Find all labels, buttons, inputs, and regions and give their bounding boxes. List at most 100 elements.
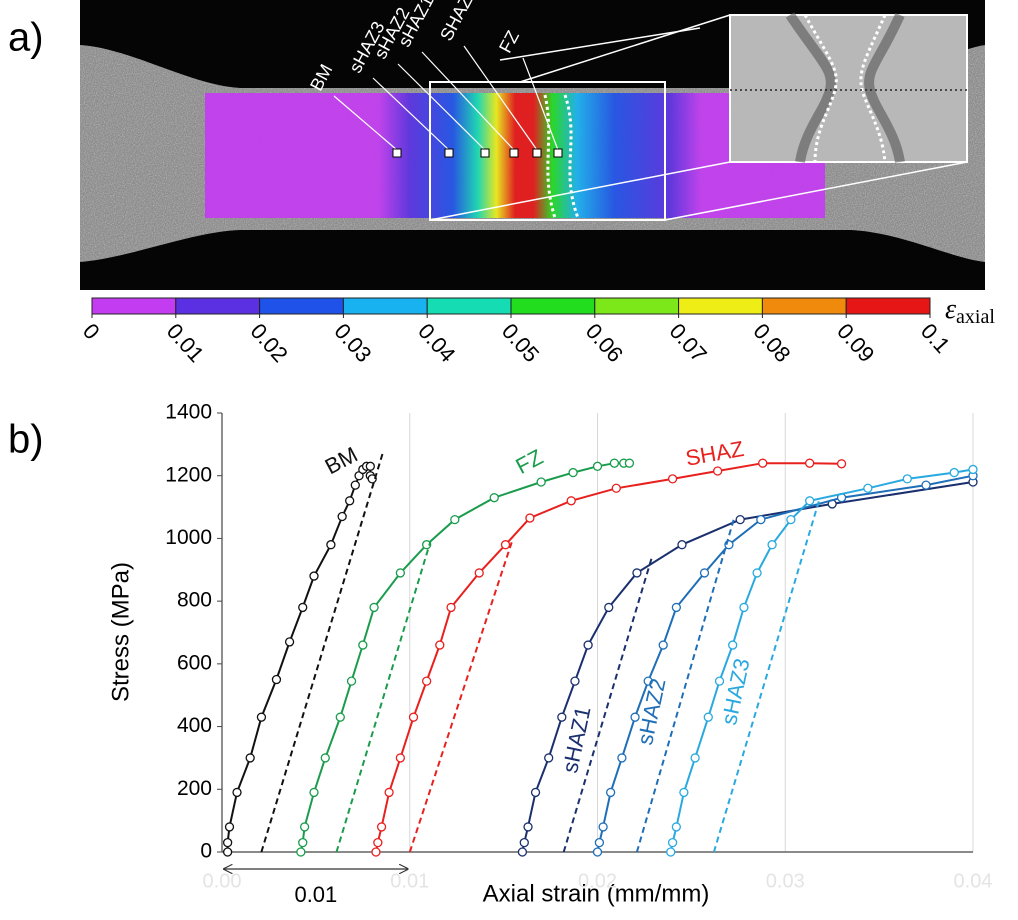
data-point: [902, 474, 912, 484]
data-point: [557, 712, 567, 722]
data-point: [489, 493, 499, 503]
x-tick-label: 0.00: [203, 870, 242, 892]
curve: [669, 468, 974, 853]
series-label: sHAZ2: [632, 676, 670, 747]
data-point: [630, 712, 640, 722]
data-point: [544, 753, 554, 763]
point-marker: [532, 148, 542, 158]
data-point: [968, 464, 978, 475]
y-tick-label: 1000: [165, 526, 212, 549]
data-point: [752, 568, 762, 578]
x-tick-label: 0.03: [766, 870, 805, 892]
colorbar-segment: [845, 297, 931, 315]
data-point: [435, 640, 445, 650]
series-label: sHAZ3: [716, 656, 754, 727]
data-point: [309, 787, 319, 798]
leader-line: [372, 77, 450, 151]
data-point: [395, 753, 406, 763]
offset-line: [712, 500, 820, 853]
data-point: [298, 837, 308, 848]
series-label: SHAZ: [684, 436, 746, 471]
data-point: [296, 847, 306, 857]
data-point: [371, 847, 381, 857]
data-point: [326, 540, 336, 550]
data-point: [671, 822, 682, 832]
data-point: [284, 637, 295, 647]
data-point: [395, 568, 406, 578]
colorbar-segment: [594, 297, 680, 315]
leader-line: [333, 95, 398, 151]
data-point: [345, 496, 355, 506]
data-point: [245, 753, 255, 763]
data-point: [256, 712, 267, 722]
data-point: [421, 676, 432, 686]
data-point: [617, 753, 627, 763]
data-point: [519, 837, 529, 848]
x-tick-label: 0.01: [390, 870, 429, 892]
data-point: [570, 676, 580, 686]
data-point: [222, 837, 233, 848]
data-point: [592, 461, 603, 471]
colorbar-segment: [426, 297, 512, 315]
point-marker: [392, 148, 402, 158]
data-point: [690, 753, 700, 763]
colorbar-segment: [91, 297, 177, 315]
data-point: [346, 676, 357, 686]
data-point: [358, 640, 368, 650]
data-point: [643, 676, 653, 686]
data-point: [605, 787, 616, 798]
data-point: [373, 837, 383, 848]
data-point: [735, 514, 745, 525]
data-point: [337, 511, 347, 522]
data-point: [298, 602, 308, 613]
point-marker: [553, 148, 563, 158]
data-point: [421, 540, 432, 550]
leader-line: [397, 63, 486, 151]
y-tick-label: 600: [177, 651, 212, 674]
colorbar-segment: [175, 297, 261, 315]
data-point: [530, 787, 541, 798]
y-tick-label: 400: [177, 714, 212, 737]
panel-label: b): [8, 418, 44, 462]
data-point: [609, 458, 620, 468]
x-axis-label: Axial strain (mm/mm): [483, 880, 710, 907]
data-point: [517, 847, 528, 857]
colorbar-subscript: axial: [956, 306, 995, 328]
y-axis-label: Stress (MPa): [107, 562, 134, 702]
data-point: [309, 571, 319, 581]
data-point: [624, 458, 635, 468]
data-point: [598, 822, 608, 832]
data-point: [677, 540, 687, 550]
colorbar-segment: [678, 297, 763, 315]
curve: [226, 465, 374, 852]
panel-label: a): [8, 16, 44, 60]
data-point: [703, 712, 713, 722]
data-point: [714, 676, 725, 686]
data-point: [222, 847, 233, 857]
data-point: [767, 540, 777, 550]
data-point: [658, 640, 668, 650]
data-point: [365, 461, 375, 471]
y-tick-label: 200: [177, 777, 212, 800]
data-point: [756, 514, 766, 525]
data-point: [679, 787, 689, 798]
leader-line: [421, 51, 515, 151]
data-point: [536, 477, 546, 487]
y-tick-label: 0: [200, 840, 212, 863]
data-point: [604, 602, 614, 613]
data-point: [667, 474, 678, 484]
data-point: [566, 496, 576, 506]
offset-line: [260, 450, 385, 853]
data-point: [583, 640, 593, 650]
data-point: [836, 459, 847, 469]
series-label: FZ: [511, 444, 546, 479]
data-point: [921, 480, 931, 490]
colorbar-symbol: ε: [945, 294, 956, 325]
data-point: [376, 822, 387, 832]
data-point: [369, 602, 379, 613]
data-point: [271, 674, 282, 685]
data-point: [713, 466, 723, 476]
data-point: [384, 787, 394, 798]
